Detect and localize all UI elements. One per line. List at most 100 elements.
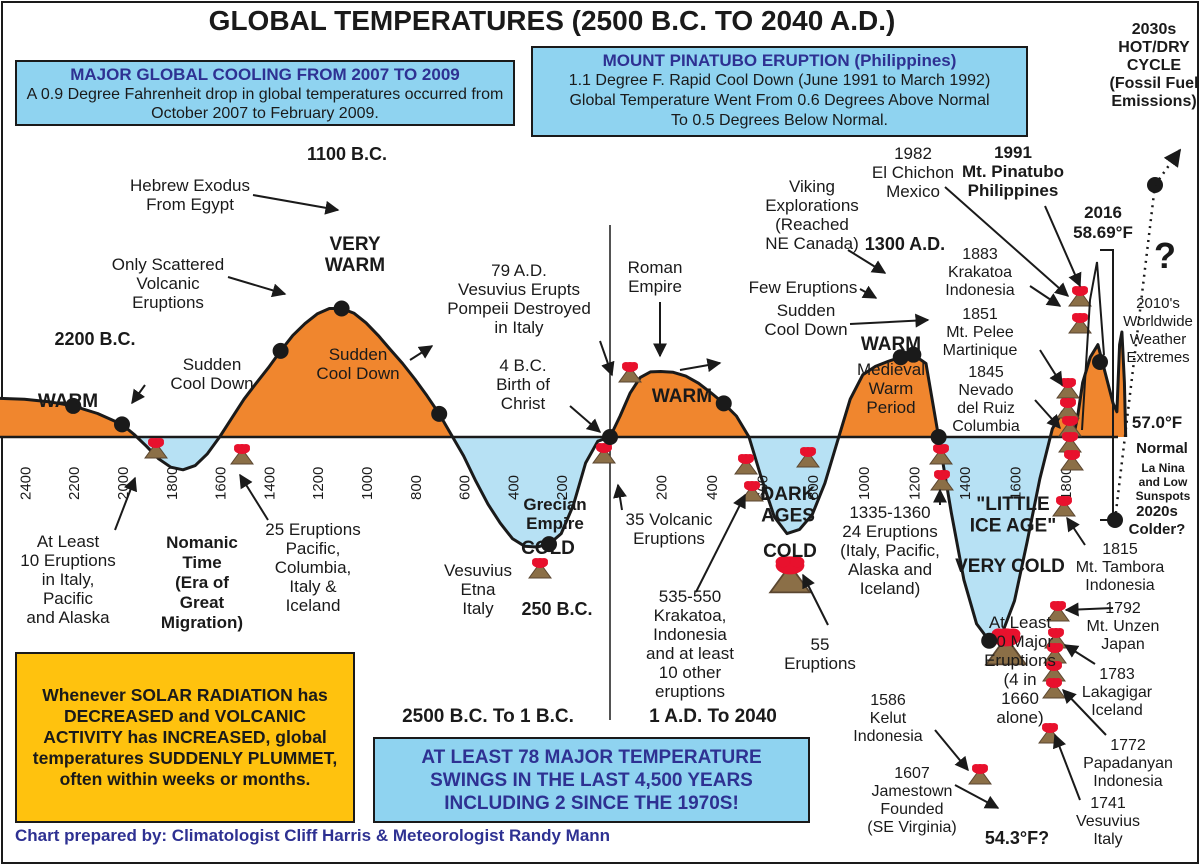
volcano-icon: [1043, 643, 1067, 664]
arrow-jamestown: [954, 784, 1000, 809]
label-l_250: 250 B.C.: [521, 599, 592, 619]
arrow-few: [859, 285, 878, 299]
pinatubo-box-line3: To 0.5 Degrees Below Normal.: [671, 112, 888, 129]
event-dot: [65, 397, 82, 414]
label-lakagigar: 1783 Lakagigar Iceland: [1082, 666, 1153, 719]
label-nomanic: Nomanic Time (Era of Great Migration): [161, 533, 243, 632]
arrow-at-least10: [114, 476, 138, 531]
label-vesuvius1741: 1741 Vesuvius Italy: [1076, 795, 1140, 848]
arrow-birth: [569, 405, 602, 433]
volcano-icon: [592, 443, 616, 464]
arrow-scattered: [227, 276, 287, 298]
solar-box-text: Whenever SOLAR RADIATION has DECREASED a…: [32, 685, 338, 789]
volcano-icon: [1060, 450, 1084, 471]
label-cold_dark: COLD: [763, 541, 817, 562]
event-dot: [541, 536, 557, 553]
cooling-box: MAJOR GLOBAL COOLING FROM 2007 TO 2009 A…: [15, 60, 515, 126]
label-pinatubo: 1991 Mt. Pinatubo Philippines: [962, 143, 1064, 200]
tick-ad-1200: 1200: [906, 467, 923, 500]
label-sudden2: Sudden Cool Down: [316, 345, 399, 383]
label-e1335: 1335-1360 24 Eruptions (Italy, Pacific, Ala…: [840, 503, 940, 598]
tick-bc-1800: 1800: [164, 467, 181, 500]
label-few: Few Eruptions: [749, 278, 858, 297]
tick-bc-1400: 1400: [261, 467, 278, 500]
event-dot: [114, 416, 130, 433]
arrow-unzen: [1064, 602, 1114, 617]
volcano-icon: [1052, 496, 1076, 517]
tick-ad-800: 800: [805, 475, 822, 500]
arrow-sudden3: [849, 313, 930, 328]
arrow-vesuvius79: [599, 340, 615, 377]
label-l_1100: 1100 B.C.: [307, 144, 387, 164]
tick-bc-200: 200: [554, 475, 571, 500]
label-vesuvius_etna: Vesuvius Etna Italy: [444, 561, 512, 618]
forecast-dotted-line: [1113, 184, 1157, 521]
tick-bc-2400: 2400: [17, 467, 34, 500]
label-nevado: 1845 Nevado del Ruiz Columbia: [952, 364, 1020, 435]
label-birth: 4 B.C. Birth of Christ: [496, 356, 550, 413]
swings-box: AT LEAST 78 MAJOR TEMPERATURE SWINGS IN …: [373, 737, 810, 823]
tick-ad-1800: 1800: [1058, 467, 1075, 500]
volcano-icon: [618, 362, 642, 383]
event-dot: [981, 632, 998, 649]
label-eruptions25: 25 Eruptions Pacific, Columbia, Italy & Icel…: [265, 520, 360, 615]
volcano-icon: [768, 556, 812, 594]
label-very_warm: VERY WARM: [325, 234, 385, 276]
cooling-box-title: MAJOR GLOBAL COOLING FROM 2007 TO 2009: [70, 65, 460, 84]
event-dot: [905, 346, 922, 363]
label-scattered: Only Scattered Volcanic Eruptions: [112, 255, 224, 312]
label-sudden3: Sudden Cool Down: [764, 301, 847, 339]
tick-bc-600: 600: [457, 475, 474, 500]
volcano-icon: [1046, 601, 1070, 622]
label-unzen: 1792 Mt. Unzen Japan: [1087, 600, 1160, 653]
tick-bc-1600: 1600: [213, 467, 230, 500]
pinatubo-box: MOUNT PINATUBO ERUPTION (Philippines) 1.…: [531, 46, 1028, 137]
label-volcanic35: 35 Volcanic Eruptions: [626, 510, 713, 548]
label-vesuvius79: 79 A.D. Vesuvius Erupts Pompeii Destroyed i…: [447, 261, 591, 337]
volcano-icon: [968, 764, 992, 785]
tick-ad-600: 600: [755, 475, 772, 500]
label-jamestown: 1607 Jamestown Founded (SE Virginia): [867, 765, 957, 836]
label-medieval: Medieval Warm Period: [857, 360, 925, 417]
volcano-icon: [1042, 678, 1066, 699]
event-dot: [333, 300, 350, 317]
label-hebrew: Hebrew Exodus From Egypt: [130, 176, 250, 214]
volcano-icon: [930, 470, 954, 491]
volcano-icon: [796, 447, 820, 468]
forecast-arrow: [1153, 148, 1182, 186]
label-grecian: Grecian Empire: [523, 495, 586, 533]
label-l_54: 54.3°F?: [985, 828, 1049, 848]
event-dot: [930, 429, 947, 445]
label-warm_roman: WARM: [652, 386, 712, 407]
arrow-sudden-roman: [679, 358, 722, 373]
label-viking: Viking Explorations (Reached NE Canada): [765, 177, 859, 253]
volcano-icon: [734, 454, 758, 475]
arrow-sudden1: [131, 384, 146, 405]
arrow-pelee: [1039, 349, 1063, 387]
swings-box-text: AT LEAST 78 MAJOR TEMPERATURE SWINGS IN …: [421, 746, 762, 814]
label-question: ?: [1154, 235, 1176, 276]
volcano-icon: [740, 481, 764, 502]
solar-box: Whenever SOLAR RADIATION has DECREASED a…: [15, 652, 355, 823]
ad-series-cold-area: [610, 437, 1126, 641]
label-papadanyan: 1772 Papadanyan Indonesia: [1083, 737, 1173, 790]
volcano-icon: [1058, 432, 1082, 453]
label-el_chichon: 1982 El Chichon Mexico: [872, 144, 954, 201]
volcano-icon: [929, 444, 953, 465]
tick-bc-400: 400: [505, 475, 522, 500]
bc-series-warm-area: [0, 308, 610, 437]
forecast-bracket: [1100, 249, 1114, 521]
tick-ad-1000: 1000: [856, 467, 873, 500]
volcano-icon: [1056, 398, 1080, 419]
label-warm1: WARM: [38, 391, 98, 412]
volcano-icon: [144, 438, 168, 459]
bc-series-cold-area: [0, 437, 610, 547]
arrow-lakagigar: [1063, 644, 1096, 665]
arrow-el-chichon: [944, 186, 1070, 297]
tick-bc-1000: 1000: [359, 467, 376, 500]
tick-ad-400: 400: [704, 475, 721, 500]
arrow-papadanyan: [1062, 688, 1107, 736]
label-roman: Roman Empire: [628, 258, 683, 296]
arrow-kelut: [934, 729, 969, 772]
label-lia: "LITTLE ICE AGE": [970, 494, 1056, 536]
